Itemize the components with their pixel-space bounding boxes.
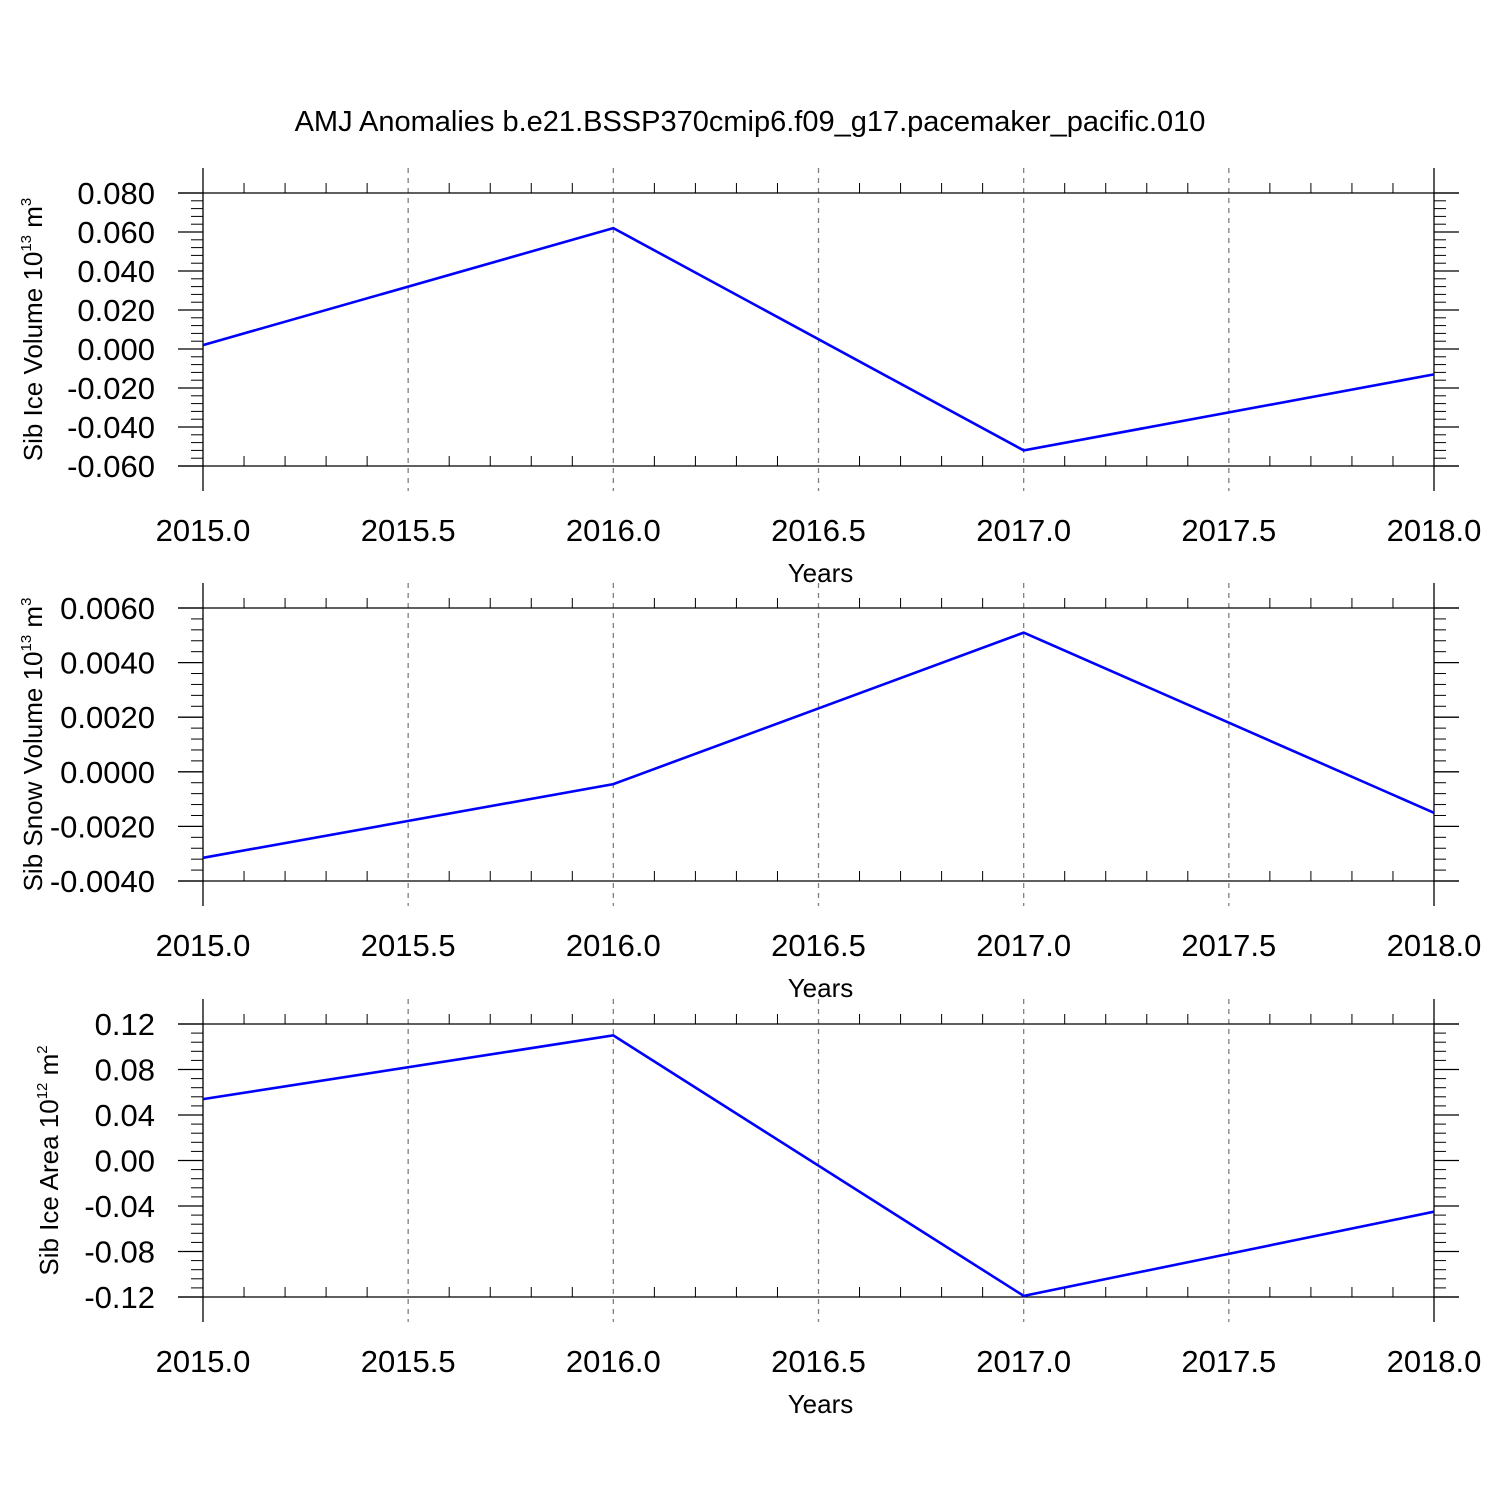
y-label-unit-exponent: 3 [18,598,35,606]
y-tick-label: -0.0020 [50,809,155,844]
y-tick-label: -0.0040 [50,864,155,899]
figure-title: AMJ Anomalies b.e21.BSSP370cmip6.f09_g17… [295,106,1206,138]
y-label-unit: m [18,606,48,635]
x-tick-label: 2017.0 [976,928,1071,963]
y-tick-label: 0.04 [95,1098,155,1133]
y-tick-label: -0.04 [84,1189,155,1224]
x-tick-label: 2015.5 [361,928,456,963]
y-tick-label: 0.060 [77,215,155,250]
y-axis-label: Sib Ice Volume 1013 m3 [18,198,48,462]
y-label-unit-exponent: 2 [34,1045,51,1053]
series-line-1 [202,631,1435,860]
x-tick-label: 2018.0 [1387,513,1482,548]
y-tick-label: 0.020 [77,293,155,328]
series-line-1 [202,1034,1435,1298]
y-tick-label: 0.080 [77,176,155,211]
x-tick-label: 2017.0 [976,1344,1071,1379]
y-tick-label: 0.000 [77,332,155,367]
y-tick-label: 0.0000 [60,755,155,790]
y-tick-label: 0.040 [77,254,155,289]
y-tick-label: -0.060 [67,449,155,484]
x-tick-label: 2017.0 [976,513,1071,548]
x-tick-label: 2016.5 [771,928,866,963]
series-line-1 [202,226,1435,452]
y-label-exponent: 12 [34,1083,51,1100]
x-tick-label: 2015.5 [361,513,456,548]
x-tick-label: 2018.0 [1387,928,1482,963]
x-tick-label: 2016.0 [566,513,661,548]
y-label-unit: m [34,1054,64,1083]
chart-panel-3: 2015.0 2015.5 2016.0 2016.5 2017.0 2017.5 2018… [34,999,1481,1419]
y-tick-label: 0.0020 [60,700,155,735]
y-tick-label: -0.020 [67,371,155,406]
x-tick-label: 2016.5 [771,513,866,548]
x-tick-label: 2016.0 [566,1344,661,1379]
x-axis-label: Years [788,558,854,588]
y-tick-label: -0.12 [84,1280,155,1315]
y-tick-label: 0.12 [95,1007,155,1042]
x-tick-label: 2017.5 [1181,928,1276,963]
x-tick-label: 2015.5 [361,1344,456,1379]
y-label-unit-exponent: 3 [18,198,35,206]
y-tick-label: -0.08 [84,1235,155,1270]
y-tick-label: -0.040 [67,410,155,445]
x-tick-label: 2016.5 [771,1344,866,1379]
chart-panel-1: 2015.0 2015.5 2016.0 2016.5 2017.0 2017.5 2018… [18,168,1481,588]
y-tick-label: 0.0040 [60,646,155,681]
chart-panels: 2015.0 2015.5 2016.0 2016.5 2017.0 2017.5 2018… [18,168,1481,1419]
y-tick-label: 0.00 [95,1144,155,1179]
y-axis-label: Sib Ice Area 1012 m2 [34,1045,64,1275]
x-axis-label: Years [788,973,854,1003]
x-tick-label: 2018.0 [1387,1344,1482,1379]
x-tick-label: 2017.5 [1181,1344,1276,1379]
x-tick-label: 2015.0 [156,1344,251,1379]
y-label-text: Sib Snow Volume 10 [18,651,48,891]
y-tick-label: 0.08 [95,1053,155,1088]
x-axis-label: Years [788,1389,854,1419]
y-label-unit: m [18,206,48,235]
chart-panel-2: 2015.0 2015.5 2016.0 2016.5 2017.0 2017.5 2018… [18,583,1481,1003]
x-tick-label: 2017.5 [1181,513,1276,548]
x-tick-label: 2016.0 [566,928,661,963]
x-tick-label: 2015.0 [156,928,251,963]
y-label-exponent: 13 [18,635,35,652]
y-tick-label: 0.0060 [60,591,155,626]
x-tick-label: 2015.0 [156,513,251,548]
y-label-text: Sib Ice Volume 10 [18,252,48,462]
y-label-text: Sib Ice Area 10 [34,1099,64,1275]
y-label-exponent: 13 [18,235,35,252]
y-axis-label: Sib Snow Volume 1013 m3 [18,598,48,892]
